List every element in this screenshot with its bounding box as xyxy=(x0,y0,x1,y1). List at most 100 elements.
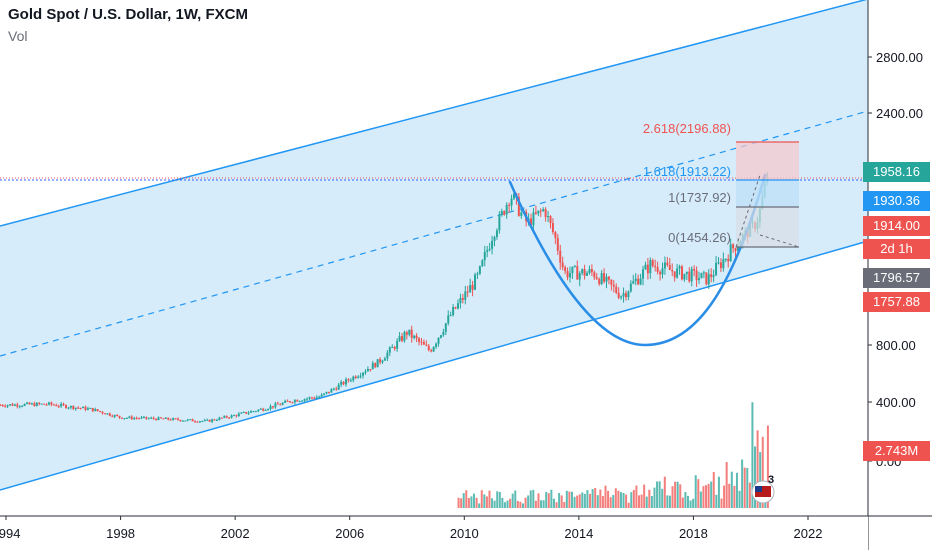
candle xyxy=(612,284,615,287)
candle xyxy=(128,416,131,418)
volume-bar xyxy=(638,495,641,508)
candle xyxy=(588,269,591,273)
channel-median-line[interactable] xyxy=(0,110,869,357)
candle xyxy=(581,269,584,274)
candle xyxy=(184,420,187,422)
y-tick-label: 2800.00 xyxy=(876,50,923,65)
fib-level-label: 2.618(2196.88) xyxy=(643,121,731,136)
volume-label[interactable]: Vol xyxy=(8,28,28,44)
candle xyxy=(646,264,649,274)
fib-zone-mid xyxy=(736,180,799,207)
candle xyxy=(247,412,250,414)
candle xyxy=(556,237,559,251)
candle xyxy=(74,407,77,409)
candle xyxy=(403,332,406,341)
candle xyxy=(413,335,416,338)
candle xyxy=(435,343,438,347)
volume-bar xyxy=(653,487,656,508)
candle xyxy=(335,388,338,390)
volume-bar xyxy=(666,495,669,508)
candle xyxy=(108,413,111,416)
volume-bar xyxy=(496,491,499,508)
chart-legend: Gold Spot / U.S. Dollar, 1W, FXCM Vol xyxy=(8,6,248,44)
candle xyxy=(454,307,457,309)
candle xyxy=(617,292,620,298)
candle xyxy=(30,403,33,405)
volume-bar xyxy=(527,495,530,508)
candle xyxy=(405,332,408,335)
candle xyxy=(610,279,613,285)
candle xyxy=(211,419,214,422)
candle xyxy=(35,402,38,407)
price-tag[interactable]: 2.743M xyxy=(863,441,930,461)
volume-bar xyxy=(545,491,548,508)
candle xyxy=(293,400,296,403)
candle xyxy=(517,196,520,216)
candle xyxy=(734,248,737,251)
candle xyxy=(427,345,430,351)
candle xyxy=(18,406,21,408)
candle xyxy=(159,417,162,419)
candle xyxy=(99,411,102,413)
volume-bar xyxy=(604,485,607,508)
flag-icon xyxy=(755,486,771,497)
candle xyxy=(573,266,576,268)
fib-extension[interactable]: 2.618(2196.88) 1.618(1913.22) 1(1737.92) 0(… xyxy=(643,121,800,504)
candle xyxy=(62,403,65,406)
candle xyxy=(566,271,569,278)
candle xyxy=(698,278,701,281)
candle xyxy=(680,266,683,280)
volume-bar xyxy=(516,500,519,508)
candle xyxy=(500,211,503,215)
candle xyxy=(369,368,372,370)
cup-drawing[interactable] xyxy=(508,173,767,347)
candle xyxy=(456,303,459,309)
candle xyxy=(586,272,589,276)
candle xyxy=(67,407,70,409)
y-tick-label: 400.00 xyxy=(876,395,916,410)
volume-bar xyxy=(589,493,592,508)
candle xyxy=(551,223,554,233)
channel-upper-line[interactable] xyxy=(0,0,868,227)
candle xyxy=(0,404,2,406)
candle xyxy=(142,416,145,418)
candle xyxy=(281,402,284,405)
candle xyxy=(576,266,579,280)
candle xyxy=(252,411,255,413)
candle xyxy=(722,259,725,269)
volume-bar xyxy=(467,497,470,508)
candle xyxy=(615,286,618,293)
candle xyxy=(398,336,401,341)
volume-bar xyxy=(648,489,651,508)
candle xyxy=(325,391,328,394)
candle xyxy=(23,403,26,406)
price-tag[interactable]: 1958.16 xyxy=(863,162,930,182)
symbol-title[interactable]: Gold Spot / U.S. Dollar, 1W, FXCM xyxy=(8,6,249,23)
candle xyxy=(688,271,691,282)
candle xyxy=(276,403,279,405)
volume-bar xyxy=(609,497,612,508)
candle xyxy=(279,404,282,406)
volume-bar xyxy=(619,492,622,508)
volume-bar xyxy=(627,502,630,508)
price-tag[interactable]: 1757.88 xyxy=(863,292,930,312)
price-channel[interactable] xyxy=(0,0,869,491)
candle xyxy=(430,350,433,352)
candle xyxy=(179,419,182,422)
price-tag[interactable]: 1914.00 xyxy=(863,216,930,236)
candle xyxy=(661,268,664,275)
volume-bar xyxy=(617,490,620,508)
price-tag[interactable]: 2d 1h xyxy=(863,239,930,259)
price-tag[interactable]: 1930.36 xyxy=(863,191,930,211)
volume-bar xyxy=(717,476,720,508)
price-tag[interactable]: 1796.57 xyxy=(863,268,930,288)
volume-bar xyxy=(723,485,726,508)
volume-bar xyxy=(519,501,522,508)
cup-arc[interactable] xyxy=(508,173,767,347)
candle xyxy=(28,402,31,405)
candle xyxy=(101,411,104,414)
candle xyxy=(47,402,50,405)
events-badge[interactable]: 3 xyxy=(751,474,775,504)
volume-bar xyxy=(462,493,465,508)
